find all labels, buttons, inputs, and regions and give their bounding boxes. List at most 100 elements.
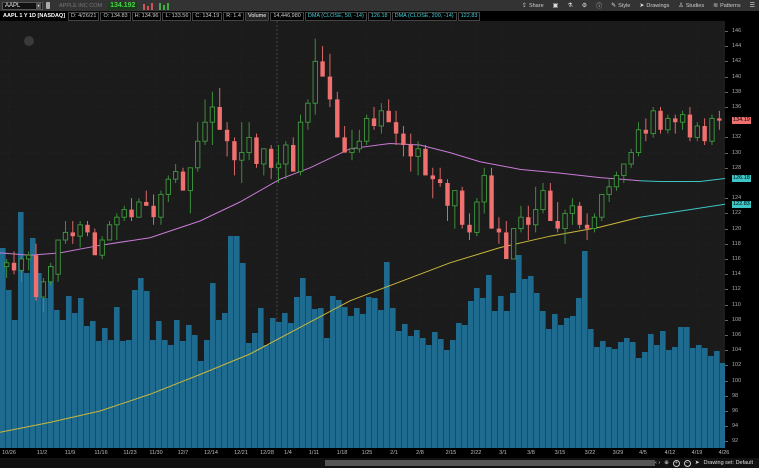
- y-tick-label: 140: [732, 73, 742, 80]
- y-tick: [725, 274, 728, 276]
- dma200-value: 122.83: [457, 11, 481, 21]
- y-tick-label: 100: [732, 377, 742, 384]
- x-tick-label: 4/26: [718, 450, 730, 456]
- dma50-label[interactable]: DMA (CLOSE, 50, -14): [304, 11, 367, 21]
- y-tick-label: 118: [732, 240, 741, 247]
- dma200-label[interactable]: DMA (CLOSE, 200, -14): [391, 11, 457, 21]
- menu-button[interactable]: ☰: [750, 2, 755, 9]
- y-tick-label: 106: [732, 332, 742, 338]
- toolbar-actions: ⇪ Share ▣ ⚗ ⚙ ⓘ ✎ Style ➤ Drawings ♙ Studies ≋ Patter…: [522, 0, 759, 11]
- x-tick-label: 1/11: [308, 450, 320, 456]
- horizontal-scrollbar[interactable]: [325, 460, 759, 466]
- y-tick: [725, 152, 728, 154]
- y-tick-label: 144: [732, 43, 742, 50]
- top-toolbar: AAPL ▾ APPLE INC COM 134.192 ⇪ Share ▣ ⚗ ⚙ ⓘ ✎…: [0, 0, 759, 11]
- x-tick-label: 10/26: [2, 450, 16, 456]
- x-tick-label: 12/14: [204, 450, 218, 456]
- share-icon: ⇪: [521, 3, 527, 9]
- y-tick: [725, 426, 728, 428]
- flask-button[interactable]: ⚗: [567, 2, 572, 9]
- info-button[interactable]: ⓘ: [596, 1, 602, 10]
- x-tick-label: 2/22: [470, 450, 482, 456]
- y-tick-label: 128: [732, 164, 742, 171]
- x-tick-label: 1/18: [336, 450, 348, 456]
- time-axis[interactable]: 10/26 11/2 11/9 11/16 11/23 11/30 12/7 12/14 12/…: [0, 448, 759, 458]
- dma50-value: 126.18: [367, 11, 391, 21]
- y-tick: [725, 61, 728, 63]
- y-tick-label: 112: [732, 286, 741, 293]
- drawings-button[interactable]: ➤ Drawings: [639, 2, 670, 10]
- volume-label[interactable]: Volume: [244, 11, 270, 21]
- y-tick: [725, 259, 728, 260]
- y-tick-label: 120: [732, 225, 742, 232]
- x-tick-label: 11/9: [64, 450, 76, 456]
- x-tick-label: 1/4: [284, 450, 292, 456]
- screen-button[interactable]: ▣: [553, 2, 559, 9]
- info-high: H: 134.96: [131, 11, 162, 21]
- style-button[interactable]: ✎ Style: [611, 2, 630, 10]
- x-tick-label: 12/28: [260, 450, 274, 456]
- y-tick: [725, 76, 728, 78]
- button-label: Share: [528, 2, 544, 9]
- y-tick: [725, 198, 728, 200]
- info-range: R: 1.4: [223, 11, 244, 21]
- drawing-set-label[interactable]: Drawing set: Default: [703, 460, 753, 466]
- link-icon[interactable]: [46, 2, 50, 9]
- y-tick-label: 96: [732, 408, 739, 414]
- y-tick: [725, 395, 728, 397]
- price-chart[interactable]: [0, 21, 726, 448]
- button-label: Drawings: [646, 2, 670, 9]
- y-tick-label: 102: [732, 362, 742, 369]
- symbol-text: AAPL: [5, 2, 21, 9]
- y-tick: [725, 167, 728, 169]
- x-tick-label: 3/22: [584, 450, 596, 456]
- style-icon: ✎: [611, 3, 617, 9]
- y-tick: [725, 91, 728, 93]
- price-axis[interactable]: 146 144 142 140 138 136 132 130 128 124 122 120 118 1…: [725, 21, 759, 448]
- x-tick-label: 4/12: [664, 450, 676, 456]
- candlestick-chart[interactable]: [0, 21, 726, 448]
- x-tick-label: 4/5: [639, 450, 647, 456]
- chart-controls: ‹ › ⊕ + − ➤ Drawing set: Default: [655, 458, 759, 468]
- symbol-input[interactable]: AAPL ▾: [2, 1, 43, 10]
- y-tick-label: 92: [732, 438, 739, 445]
- y-tick: [725, 380, 728, 382]
- y-tick: [725, 335, 728, 336]
- y-tick-label: 114: [732, 271, 741, 278]
- gear-button[interactable]: ⚙: [582, 2, 587, 9]
- y-tick: [725, 411, 728, 412]
- x-tick-label: 12/7: [177, 450, 189, 456]
- pointer-icon[interactable]: ➤: [694, 460, 700, 466]
- zoom-out-icon[interactable]: −: [683, 459, 691, 467]
- y-tick-label: 142: [732, 58, 742, 65]
- patterns-icon: ≋: [713, 3, 719, 9]
- cursor-icon: ➤: [639, 3, 645, 9]
- y-tick-label: 108: [732, 316, 742, 323]
- menu-icon: ☰: [749, 3, 755, 9]
- y-tick: [725, 243, 728, 245]
- zoom-in-icon[interactable]: +: [672, 459, 680, 467]
- info-date: D: 4/26/21: [68, 11, 100, 21]
- share-button[interactable]: ⇪ Share: [521, 2, 544, 10]
- price-change-icon: [143, 2, 154, 10]
- info-icon: ⓘ: [596, 4, 603, 10]
- studies-button[interactable]: ♙ Studies: [678, 2, 704, 10]
- flask-icon: ⚗: [567, 3, 573, 9]
- crosshair-icon[interactable]: ⊕: [664, 460, 669, 466]
- y-tick-label: 116: [732, 256, 741, 262]
- symbol-dropdown-icon[interactable]: ▾: [36, 2, 41, 9]
- y-tick-label: 138: [732, 88, 742, 95]
- y-tick: [725, 319, 728, 321]
- patterns-button[interactable]: ≋ Patterns: [713, 2, 741, 10]
- expand-icon[interactable]: ‹ ›: [655, 460, 661, 466]
- y-tick-label: 110: [732, 301, 741, 308]
- y-tick-label: 94: [732, 423, 739, 430]
- x-tick-label: 3/1: [499, 450, 507, 456]
- x-tick-label: 3/15: [554, 450, 566, 456]
- y-tick: [725, 289, 728, 291]
- x-tick-label: 2/1: [390, 450, 398, 456]
- y-tick-label: 122: [732, 210, 742, 217]
- company-name: APPLE INC COM: [59, 2, 103, 9]
- y-tick: [725, 304, 728, 306]
- x-tick-label: 2/15: [445, 450, 457, 456]
